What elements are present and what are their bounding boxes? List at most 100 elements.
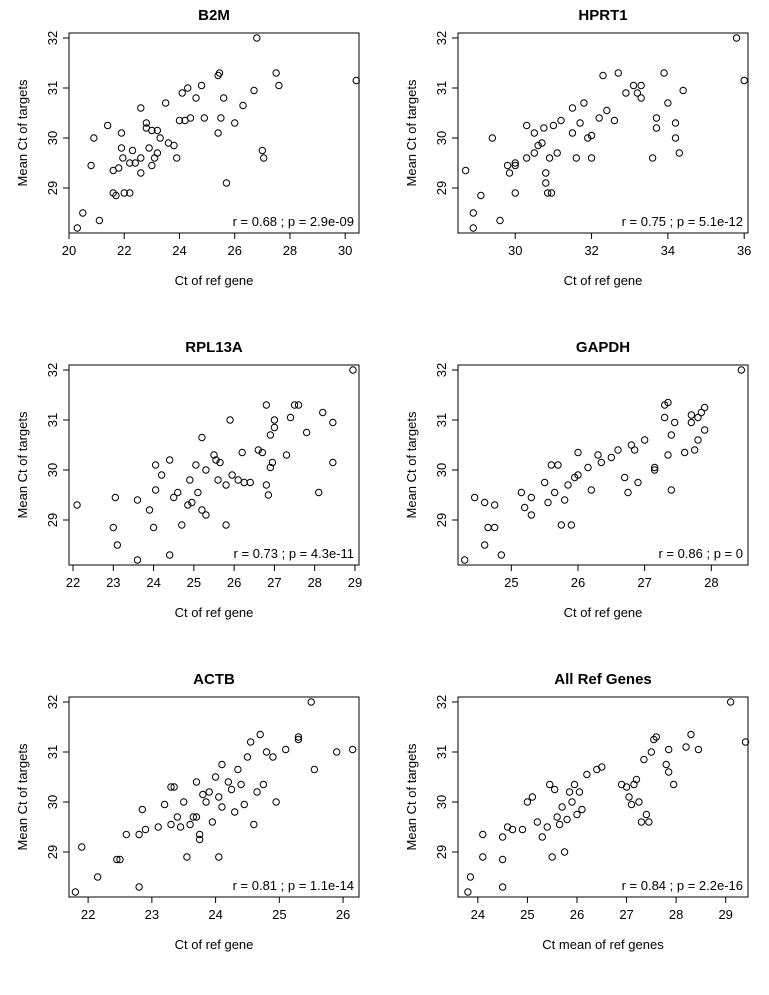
data-point xyxy=(218,760,226,769)
data-point xyxy=(120,189,128,197)
data-point xyxy=(664,745,673,754)
x-tick-label: 23 xyxy=(106,575,120,590)
data-point xyxy=(687,730,695,739)
data-point xyxy=(199,790,207,799)
data-point xyxy=(290,401,299,409)
data-point xyxy=(73,224,81,232)
data-point xyxy=(557,521,566,529)
data-point xyxy=(687,418,696,427)
panel-gapdh: GAPDH 25 26 27 28 29 30 31 32 Ct of ref gene Mean … xyxy=(404,339,749,620)
data-point xyxy=(141,825,150,834)
data-point xyxy=(270,423,279,432)
data-point xyxy=(533,818,542,826)
data-point xyxy=(192,94,200,102)
data-point xyxy=(511,159,519,167)
data-point xyxy=(332,748,341,756)
data-point xyxy=(732,34,741,42)
y-tick-label: 31 xyxy=(434,745,449,759)
x-axis-label: Ct of ref gene xyxy=(564,273,643,288)
data-point xyxy=(256,730,264,739)
data-point xyxy=(222,481,230,489)
data-point xyxy=(272,69,280,77)
y-tick-label: 32 xyxy=(434,363,449,377)
data-point xyxy=(294,401,303,409)
data-point xyxy=(116,855,124,864)
data-point xyxy=(258,146,267,155)
data-point xyxy=(135,830,143,839)
data-point xyxy=(138,805,146,814)
data-point xyxy=(200,114,209,122)
data-point xyxy=(667,431,676,439)
data-point xyxy=(170,141,178,150)
data-point xyxy=(214,129,222,137)
data-point xyxy=(671,134,680,142)
data-point xyxy=(580,99,588,107)
data-point xyxy=(496,216,504,225)
y-tick-label: 31 xyxy=(45,745,60,759)
x-tick-label: 24 xyxy=(146,575,160,590)
data-point xyxy=(679,86,687,95)
data-point xyxy=(694,436,702,444)
data-point xyxy=(642,810,651,819)
data-point xyxy=(627,441,636,449)
data-point xyxy=(151,461,160,469)
data-point xyxy=(165,551,174,559)
data-point xyxy=(202,511,210,519)
data-point xyxy=(573,810,581,819)
data-point xyxy=(568,798,576,806)
data-point xyxy=(652,114,661,122)
data-point xyxy=(186,820,194,829)
data-point xyxy=(234,476,242,484)
correlation-annotation: r = 0.73 ; p = 4.3e-11 xyxy=(234,546,354,561)
data-point xyxy=(503,161,512,170)
panel-b2m: B2M 20 22 24 26 28 30 29 30 31 32 Ct of ref gene Mea… xyxy=(15,7,360,288)
x-tick-label: 29 xyxy=(348,575,362,590)
x-axis-label: Ct of ref gene xyxy=(175,273,254,288)
data-point xyxy=(645,818,653,826)
x-tick-label: 20 xyxy=(62,243,76,258)
data-point xyxy=(574,448,582,457)
data-point xyxy=(282,451,291,459)
correlation-annotation: r = 0.68 ; p = 2.9e-09 xyxy=(233,214,354,229)
data-point xyxy=(167,783,175,791)
y-tick-label: 30 xyxy=(434,795,449,809)
data-point xyxy=(694,413,702,422)
data-point xyxy=(542,179,550,187)
data-point xyxy=(637,818,646,826)
data-point xyxy=(505,169,514,177)
data-point xyxy=(272,798,280,806)
data-point xyxy=(250,86,258,95)
data-point xyxy=(142,119,151,127)
x-tick-label: 24 xyxy=(471,907,485,922)
data-point xyxy=(214,476,222,484)
data-point xyxy=(670,418,679,427)
y-tick-label: 29 xyxy=(434,513,449,527)
panel-title: HPRT1 xyxy=(578,7,627,24)
data-point xyxy=(117,129,126,137)
data-point xyxy=(266,431,275,439)
data-point xyxy=(568,104,577,112)
data-point xyxy=(667,486,676,494)
data-point xyxy=(253,34,261,42)
data-point xyxy=(660,413,669,422)
data-point xyxy=(148,126,156,135)
data-point xyxy=(546,780,554,789)
data-point xyxy=(205,788,213,796)
data-point xyxy=(215,793,223,801)
data-point xyxy=(113,855,121,864)
data-point xyxy=(664,99,672,107)
x-tick-label: 27 xyxy=(637,575,651,590)
x-tick-label: 23 xyxy=(145,907,159,922)
data-point xyxy=(614,69,622,77)
data-point xyxy=(176,823,185,831)
data-point xyxy=(246,738,255,746)
data-point xyxy=(630,446,639,454)
data-point xyxy=(648,154,657,162)
data-point xyxy=(477,191,485,200)
data-point xyxy=(530,129,539,137)
data-point xyxy=(553,813,561,821)
data-point xyxy=(570,780,579,789)
x-axis-label: Ct mean of ref genes xyxy=(542,937,664,952)
data-point xyxy=(594,451,602,459)
y-tick-label: 30 xyxy=(434,131,449,145)
